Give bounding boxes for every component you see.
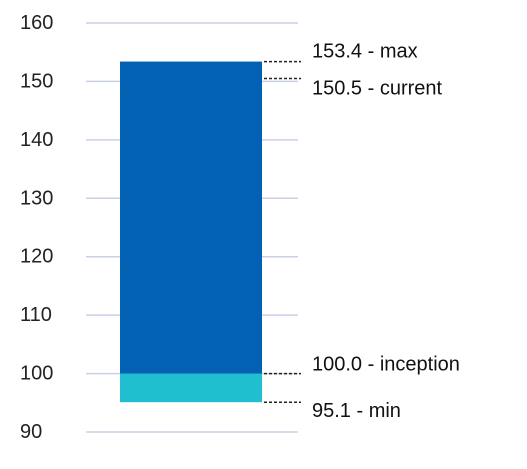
annotation-label: 95.1 - min bbox=[312, 400, 401, 422]
value-annotations: 153.4 - max 150.5 - current 100.0 - incept… bbox=[264, 41, 460, 422]
y-tick-label: 90 bbox=[20, 421, 42, 443]
annotation-label: 150.5 - current bbox=[312, 78, 443, 100]
y-tick-label: 160 bbox=[20, 12, 53, 34]
y-tick-label: 100 bbox=[20, 363, 53, 385]
y-tick-label: 120 bbox=[20, 246, 53, 268]
y-tick-label: 150 bbox=[20, 70, 53, 92]
y-tick-label: 130 bbox=[20, 187, 53, 209]
y-axis-tick-labels: 160 150 140 130 120 110 100 90 bbox=[20, 12, 53, 443]
bar-segment-0 bbox=[120, 373, 262, 403]
annotation-label: 153.4 - max bbox=[312, 41, 418, 63]
y-tick-label: 110 bbox=[20, 304, 52, 326]
y-tick-label: 140 bbox=[20, 129, 53, 151]
bar-segment-1 bbox=[120, 61, 262, 374]
bar-segments bbox=[120, 61, 262, 403]
annotation-label: 100.0 - inception bbox=[312, 354, 460, 376]
